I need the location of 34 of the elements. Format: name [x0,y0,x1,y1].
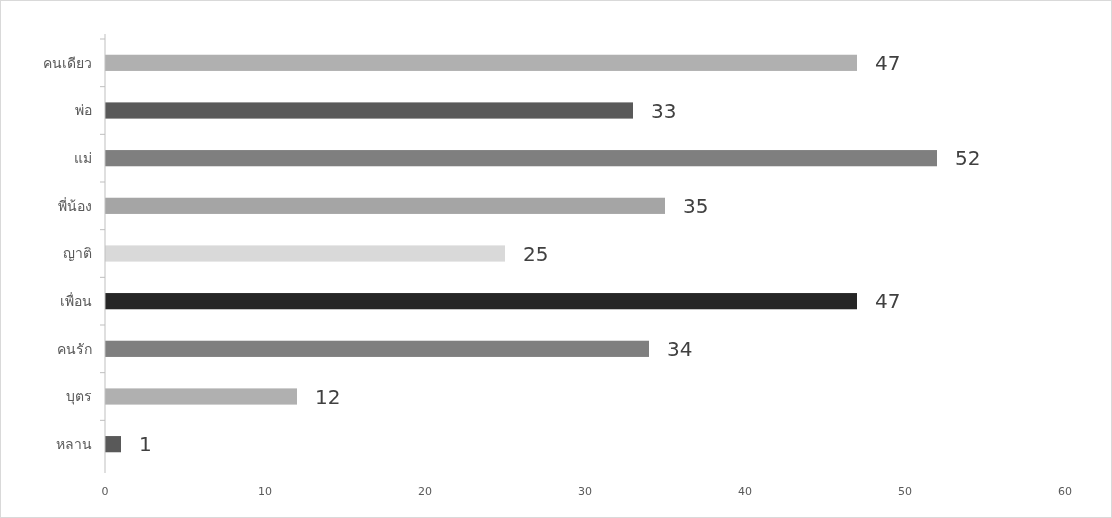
data-label: 33 [651,98,677,123]
x-tick-label: 0 [101,485,109,498]
data-label: 52 [955,146,981,171]
bar [105,293,857,310]
y-tick-label: เพื่อน [60,292,92,310]
data-label: 12 [315,384,341,409]
bar [105,197,665,214]
bar [105,54,857,71]
y-tick-label: คนรัก [57,340,92,357]
y-tick-label: หลาน [56,436,92,453]
bar [105,102,633,119]
x-tick-label: 60 [1058,485,1072,498]
y-tick-label: พ่อ [75,102,92,119]
data-label: 25 [523,241,549,266]
data-label: 34 [667,336,693,361]
y-tick-label: แม่ [74,150,92,167]
y-tick-label: ญาติ [63,245,92,262]
x-tick-label: 20 [418,485,432,498]
y-tick-label: บุตร [66,388,92,406]
data-label: 47 [875,289,901,314]
data-label: 35 [683,193,709,218]
data-label: 1 [139,432,152,457]
y-tick-label: คนเดียว [43,54,92,71]
data-label: 47 [875,50,901,75]
bar [105,150,937,167]
bar [105,436,121,453]
y-tick-label: พี่น้อง [58,196,92,214]
bar [105,245,505,262]
x-tick-label: 40 [738,485,752,498]
x-tick-label: 50 [898,485,912,498]
x-tick-label: 10 [258,485,272,498]
bar [105,340,649,357]
bar [105,388,297,405]
x-tick-label: 30 [578,485,592,498]
